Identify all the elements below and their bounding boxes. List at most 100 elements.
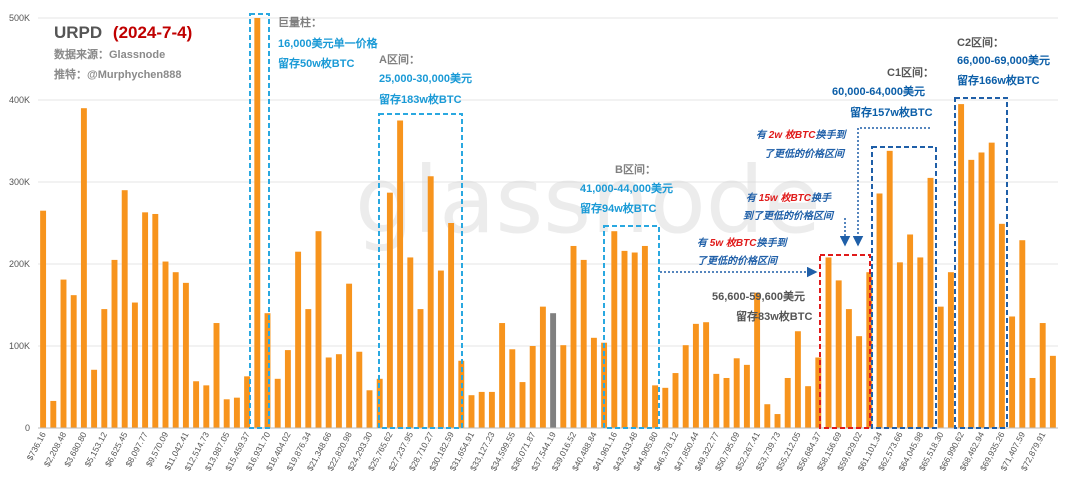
note1-line2: 了更低的价格区间	[697, 255, 779, 267]
bar	[652, 385, 659, 428]
bar	[509, 349, 516, 428]
note2-pre: 有	[746, 192, 759, 204]
bar	[468, 395, 475, 428]
bar	[417, 309, 424, 428]
bar	[407, 257, 414, 428]
bar	[519, 382, 526, 428]
bar	[621, 250, 628, 428]
bar	[121, 190, 128, 428]
note2-qty: 15w 枚BTC	[759, 192, 812, 204]
bar	[366, 390, 373, 428]
bar	[896, 262, 903, 428]
bar	[356, 351, 363, 428]
source-label: 数据来源：Glassnode	[54, 47, 165, 61]
bar	[1039, 323, 1046, 428]
y-tick-label: 200K	[9, 259, 30, 269]
bar	[213, 323, 220, 428]
bar	[529, 346, 536, 428]
giant-line2: 留存50w枚BTC	[278, 56, 354, 70]
bar	[856, 336, 863, 428]
note1-post: 换手到	[756, 237, 788, 249]
note3-qty: 2w 枚BTC	[768, 129, 816, 141]
bar	[244, 376, 251, 428]
bar	[335, 354, 342, 428]
note3-line1: 有 2w 枚BTC换手到	[756, 129, 847, 141]
bar	[835, 280, 842, 428]
note3-annotation: 有 2w 枚BTC换手到 了更低的价格区间	[756, 129, 847, 160]
bar	[274, 378, 281, 428]
bar	[1029, 377, 1036, 428]
bar	[264, 313, 271, 428]
bar	[723, 377, 730, 428]
bar	[876, 193, 883, 428]
note1-pre: 有	[697, 237, 710, 249]
bar	[682, 345, 689, 428]
giant-line1: 16,000美元单一价格	[278, 36, 379, 50]
note3-post: 换手到	[815, 129, 847, 141]
zone-c2-line2: 留存166w枚BTC	[957, 73, 1040, 87]
bar	[295, 251, 302, 428]
bar	[958, 104, 965, 428]
bar	[427, 176, 434, 428]
bar	[998, 223, 1005, 428]
y-tick-label: 500K	[9, 13, 30, 23]
bar	[805, 386, 812, 428]
bar	[111, 259, 118, 428]
bar	[91, 369, 98, 428]
bar	[233, 397, 240, 428]
bar	[794, 331, 801, 428]
bar	[631, 252, 638, 428]
bar	[978, 152, 985, 429]
giant-title: 巨量柱：	[278, 15, 322, 29]
zone-c1-title: C1区间：	[887, 66, 934, 79]
bar	[968, 159, 975, 429]
zone-a-title: A区间：	[379, 53, 420, 66]
bar	[907, 234, 914, 428]
arrow-note3	[852, 127, 930, 247]
bar	[70, 295, 77, 428]
zone-c2-title: C2区间：	[957, 36, 1004, 49]
bar	[1019, 240, 1026, 428]
bar	[305, 309, 312, 428]
note2-post: 换手	[811, 192, 832, 204]
giant-bar-box	[249, 13, 270, 429]
bar	[784, 377, 791, 428]
bar	[437, 270, 444, 428]
note1-line1: 有 5w 枚BTC换手到	[697, 237, 788, 249]
zone-c1-box	[871, 146, 937, 429]
twitter-label: 推特：@Murphychen888	[54, 67, 181, 81]
bar	[50, 400, 57, 428]
bar	[927, 177, 934, 428]
zone-c2-line1: 66,000-69,000美元	[957, 53, 1050, 67]
bar	[386, 192, 393, 428]
bar	[733, 358, 740, 428]
y-tick-label: 0	[25, 423, 30, 433]
bar	[325, 357, 332, 428]
bar	[550, 313, 557, 428]
bar	[774, 414, 781, 428]
zone-b-box	[603, 225, 660, 429]
bar	[692, 323, 699, 428]
bar	[560, 345, 567, 428]
zone-b-annotation: B区间： 41,000-44,000美元 留存94w枚BTC	[580, 163, 673, 215]
zone-a-box	[378, 113, 463, 429]
bar	[162, 261, 169, 428]
bar	[713, 373, 720, 428]
bar	[40, 210, 47, 428]
y-tick-label: 400K	[9, 95, 30, 105]
bar	[488, 391, 495, 428]
chart-title-date: (2024-7-4)	[113, 23, 192, 42]
bar	[937, 306, 944, 428]
note3-line2: 了更低的价格区间	[764, 148, 846, 160]
bar	[172, 272, 179, 428]
bar	[580, 259, 587, 428]
bar	[346, 283, 353, 428]
zone-mid-line2: 留存83w枚BTC	[736, 309, 812, 323]
chart-title: URPD (2024-7-4)	[54, 23, 192, 42]
zone-c1-line2: 留存157w枚BTC	[850, 105, 933, 119]
bar	[1049, 355, 1056, 428]
note3-pre: 有	[756, 129, 769, 141]
bar	[478, 391, 485, 428]
bar	[886, 150, 893, 428]
